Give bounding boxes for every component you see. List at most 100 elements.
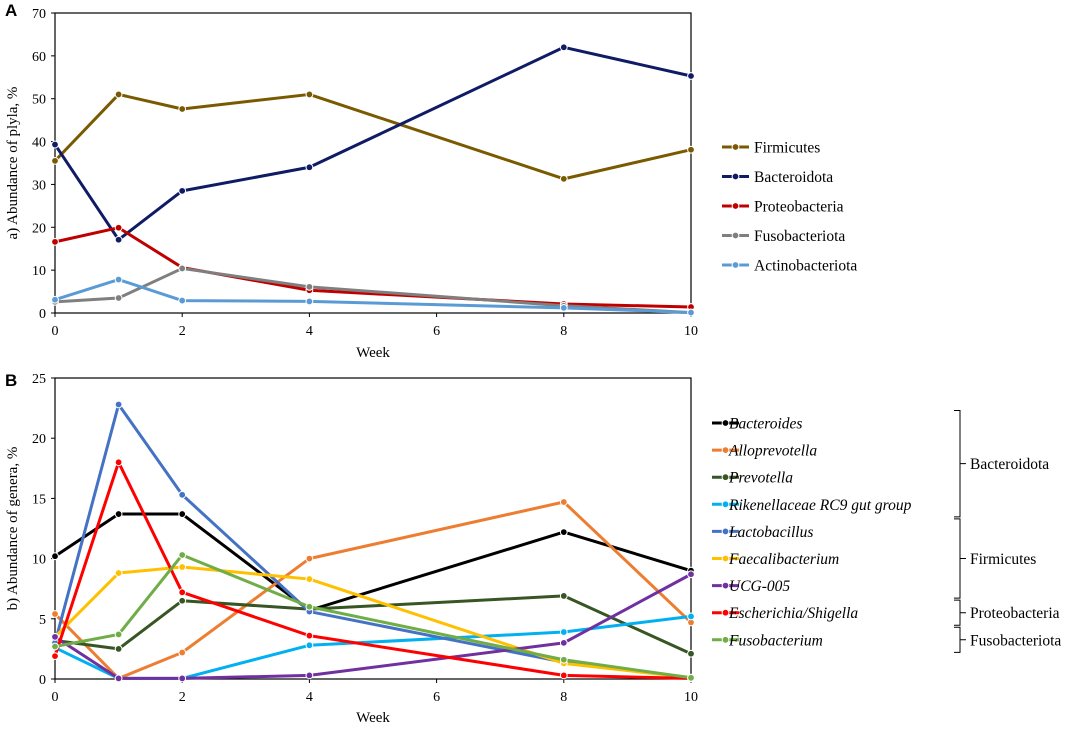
data-point bbox=[51, 552, 59, 561]
data-point bbox=[687, 612, 695, 621]
legend-item: Lactobacillus bbox=[712, 524, 813, 541]
plot-frame bbox=[54, 377, 692, 680]
y-tick-label: 0 bbox=[39, 673, 46, 688]
data-point bbox=[559, 671, 568, 680]
data-point bbox=[305, 554, 314, 563]
legend-label: Faecalibacterium bbox=[728, 551, 839, 568]
series-line bbox=[54, 512, 692, 612]
series-line bbox=[53, 565, 692, 680]
bracket-line bbox=[954, 518, 966, 599]
chart-panel-b: B 0 5 10 15 20 25 0 2 4 6 8 10 Week b) Abundance of ge… bbox=[5, 371, 1061, 726]
legend-label: Bacteroides bbox=[729, 416, 802, 433]
data-point bbox=[559, 528, 568, 537]
bracket-label: Firmicutes bbox=[970, 551, 1036, 568]
data-point bbox=[178, 186, 187, 195]
data-point bbox=[114, 510, 123, 518]
legend-label: Bacteroidota bbox=[754, 169, 833, 186]
legend-label: Fusobacterium bbox=[728, 632, 823, 649]
data-point bbox=[114, 235, 123, 244]
legend-item: Bacteroides bbox=[712, 416, 802, 433]
x-tick-label: 0 bbox=[52, 690, 59, 705]
y-tick-label: 15 bbox=[32, 492, 46, 507]
series-actinobacteriota bbox=[51, 275, 695, 317]
legend-item: Actinobacteriota bbox=[722, 258, 857, 275]
data-point bbox=[687, 308, 695, 317]
y-tick-label: 25 bbox=[32, 372, 46, 387]
data-point bbox=[51, 156, 59, 165]
y-tick-label: 20 bbox=[32, 221, 46, 236]
series-ucg-005 bbox=[51, 570, 695, 683]
legend-item: Escherichia/Shigella bbox=[712, 605, 858, 622]
legend: Firmicutes Bacteroidota Proteobacteria Fuso… bbox=[722, 140, 857, 275]
y-tick-label: 10 bbox=[32, 553, 46, 568]
bracket-firmicutes: Firmicutes bbox=[954, 518, 1036, 599]
data-point bbox=[305, 575, 314, 583]
bracket-label: Proteobacteria bbox=[970, 605, 1060, 622]
data-point bbox=[305, 602, 314, 611]
legend-swatch-marker bbox=[721, 635, 730, 644]
data-point bbox=[687, 673, 695, 682]
data-point bbox=[305, 90, 314, 99]
legend-label: Proteobacteria bbox=[754, 199, 844, 216]
legend-swatch-marker bbox=[721, 473, 730, 482]
data-point bbox=[114, 294, 123, 302]
data-point bbox=[114, 569, 123, 577]
data-point bbox=[305, 163, 314, 172]
series-line bbox=[54, 594, 692, 656]
series-line bbox=[54, 226, 692, 309]
x-axis-title: Week bbox=[356, 710, 390, 726]
legend: Bacteroides Alloprevotella Prevotella Riken… bbox=[712, 416, 912, 649]
legend-item: Rikenellaceae RC9 gut group bbox=[712, 497, 912, 514]
y-tick-label: 30 bbox=[32, 178, 46, 193]
panel-label: A bbox=[5, 1, 17, 20]
x-tick-label: 6 bbox=[433, 690, 440, 705]
x-tick-label: 6 bbox=[433, 324, 440, 339]
data-point bbox=[51, 295, 59, 304]
data-point bbox=[178, 296, 187, 305]
data-point bbox=[559, 174, 568, 183]
legend-swatch-marker bbox=[721, 419, 730, 427]
data-point bbox=[114, 223, 123, 232]
bracket-line bbox=[954, 409, 966, 518]
data-point bbox=[114, 630, 123, 639]
series-bacteroidota bbox=[51, 43, 695, 244]
x-tick-label: 4 bbox=[306, 690, 313, 705]
data-point bbox=[51, 652, 59, 661]
data-point bbox=[305, 297, 314, 306]
y-tick-label: 40 bbox=[32, 136, 46, 151]
legend-item: UCG-005 bbox=[712, 578, 790, 595]
data-point bbox=[559, 638, 568, 647]
data-point bbox=[114, 275, 123, 284]
data-point bbox=[178, 588, 187, 597]
legend-item: Bacteroidota bbox=[722, 169, 833, 186]
y-tick-label: 60 bbox=[32, 50, 46, 65]
x-axis-title: Week bbox=[356, 345, 390, 361]
y-axis-title: b) Abundance of genera, % bbox=[5, 447, 21, 611]
bracket-line bbox=[954, 626, 966, 653]
bracket-proteobacteria: Proteobacteria bbox=[954, 599, 1060, 626]
x-tick-label: 4 bbox=[306, 324, 313, 339]
bracket-line bbox=[954, 599, 966, 626]
legend-label: Escherichia/Shigella bbox=[728, 605, 858, 622]
data-point bbox=[687, 72, 695, 80]
data-point bbox=[178, 551, 187, 559]
legend-swatch-marker bbox=[731, 202, 740, 210]
legend-swatch-marker bbox=[721, 608, 730, 617]
legend-swatch-marker bbox=[731, 231, 740, 240]
series-line bbox=[54, 266, 692, 315]
x-tick-label: 2 bbox=[179, 324, 186, 339]
bracket-label: Bacteroidota bbox=[970, 456, 1049, 473]
legend-label: Rikenellaceae RC9 gut group bbox=[728, 497, 912, 514]
y-tick-label: 0 bbox=[39, 307, 46, 322]
data-point bbox=[305, 631, 314, 640]
series-line bbox=[54, 553, 692, 680]
plot-frame bbox=[54, 12, 692, 314]
legend-item: Proteobacteria bbox=[722, 199, 844, 216]
legend-swatch-marker bbox=[721, 581, 730, 590]
x-tick-label: 8 bbox=[560, 324, 567, 339]
data-point bbox=[178, 490, 187, 499]
series-fusobacterium bbox=[51, 551, 695, 682]
bracket-bacteroidota: Bacteroidota bbox=[954, 409, 1049, 518]
y-axis-title: a) Abundance of plyla, % bbox=[5, 87, 21, 240]
legend-label: Fusobacteriota bbox=[754, 228, 845, 245]
